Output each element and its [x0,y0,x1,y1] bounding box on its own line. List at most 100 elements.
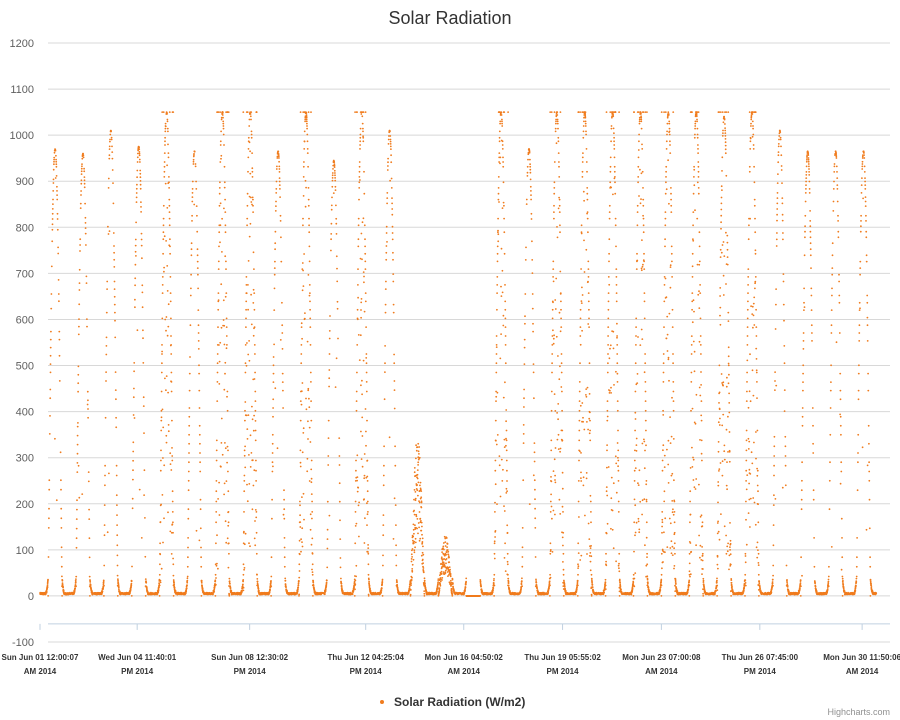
data-point [271,433,274,436]
data-point [197,309,200,311]
data-point [301,382,304,384]
data-point [53,163,55,166]
data-point [187,517,190,520]
data-point [190,254,193,257]
data-point [613,384,615,386]
data-point [192,163,195,165]
data-point [173,581,175,584]
data-point [215,521,218,524]
data-point [142,362,145,364]
data-point [255,516,258,519]
data-point [248,483,251,485]
data-point [492,582,495,584]
data-point [619,582,621,584]
data-point [135,255,137,257]
data-point [609,344,612,347]
data-point [190,287,192,290]
data-point [215,511,218,513]
data-point [421,533,423,536]
data-point [219,111,222,113]
data-point [393,353,395,356]
data-point [560,353,563,355]
data-point [246,204,249,207]
data-point [170,381,173,383]
data-point [578,400,581,402]
data-point [444,572,447,574]
data-point [57,252,60,255]
data-point [185,590,188,593]
data-point [138,148,141,151]
data-point [645,480,648,482]
data-point [249,115,252,118]
data-point [642,217,645,220]
data-point [60,527,63,529]
data-point [61,584,64,586]
data-point [216,534,218,537]
data-point [552,337,555,340]
data-point [86,325,88,328]
data-point [610,140,612,143]
data-point [362,217,365,220]
data-point [104,464,106,467]
data-point [331,179,334,182]
data-point [618,595,621,597]
data-point [606,522,609,525]
data-point [636,211,639,214]
data-point [636,382,639,384]
data-point [413,540,416,543]
data-point [360,384,362,387]
data-point [355,469,357,472]
data-point [325,583,328,586]
data-point [385,232,388,234]
data-point [59,451,62,454]
data-point [113,266,116,268]
data-point [279,214,282,217]
data-point [551,353,554,355]
data-point [385,225,388,228]
data-point [354,511,357,513]
data-point [48,488,51,491]
data-point [253,268,255,270]
data-point [335,357,338,360]
data-point [160,429,163,432]
data-point [411,570,414,573]
data-point [530,198,532,201]
data-point [619,585,622,588]
data-point [251,176,254,178]
data-point [495,344,498,346]
data-point [603,591,605,594]
data-point [386,169,389,171]
data-point [635,344,637,346]
data-point [197,273,199,276]
data-point [556,118,559,121]
data-point [82,152,84,155]
data-point [505,439,508,442]
data-point [499,162,501,165]
data-point [644,544,646,547]
data-point [113,280,116,283]
data-point [326,547,329,550]
data-point [250,293,253,296]
data-point [87,408,89,410]
data-point [53,158,55,161]
data-point [494,511,496,513]
data-point [252,198,254,201]
data-point [102,582,105,584]
data-point [415,449,418,452]
data-point [60,517,63,520]
data-point [158,573,161,576]
data-point [588,317,590,320]
data-point [81,165,83,168]
data-point [363,477,366,480]
data-point [85,275,88,278]
data-point [113,251,115,254]
data-point [167,152,170,155]
data-point [253,292,256,294]
data-point [609,389,611,392]
data-point [254,409,257,412]
data-point [611,509,614,512]
data-point [80,190,82,192]
data-point [140,201,142,204]
data-point [413,489,416,491]
data-point [57,293,60,295]
